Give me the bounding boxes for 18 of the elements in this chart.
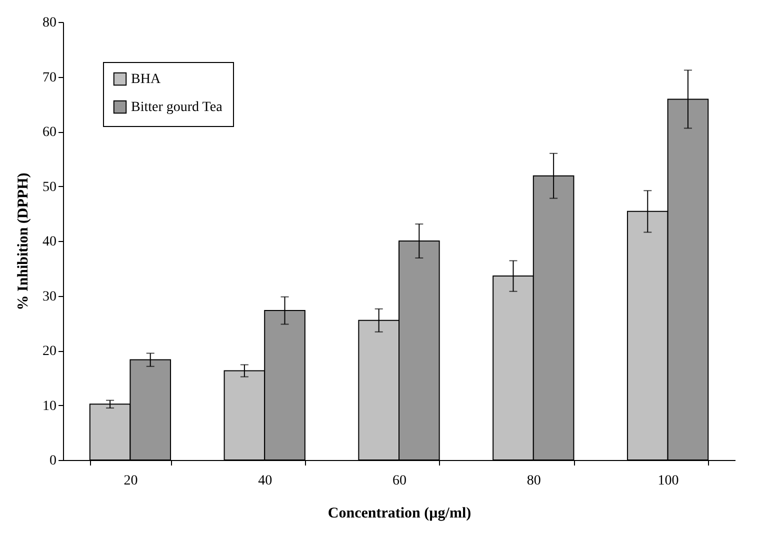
y-tick-label: 80 xyxy=(42,16,56,30)
y-tick-label: 10 xyxy=(42,398,56,414)
y-tick-label: 30 xyxy=(42,289,56,304)
y-tick-label: 20 xyxy=(42,344,56,359)
y-tick-label: 40 xyxy=(42,234,56,250)
y-tick-label: 60 xyxy=(42,125,56,140)
legend-label: Bitter gourd Tea xyxy=(131,100,224,115)
y-axis-title: % Inhibition (DPPH) xyxy=(16,172,32,310)
y-tick-label: 0 xyxy=(50,454,56,468)
x-tick-label: 80 xyxy=(526,474,541,488)
x-tick-label: 100 xyxy=(658,474,679,488)
x-tick-label: 60 xyxy=(392,474,406,488)
y-tick-label: 70 xyxy=(42,70,56,86)
legend-label: BHA xyxy=(131,72,162,87)
x-tick-label: 20 xyxy=(124,474,138,488)
x-tick-label: 40 xyxy=(258,474,272,488)
y-tick-label: 50 xyxy=(42,180,56,195)
x-axis-title: Concentration (µg/ml) xyxy=(328,506,472,522)
